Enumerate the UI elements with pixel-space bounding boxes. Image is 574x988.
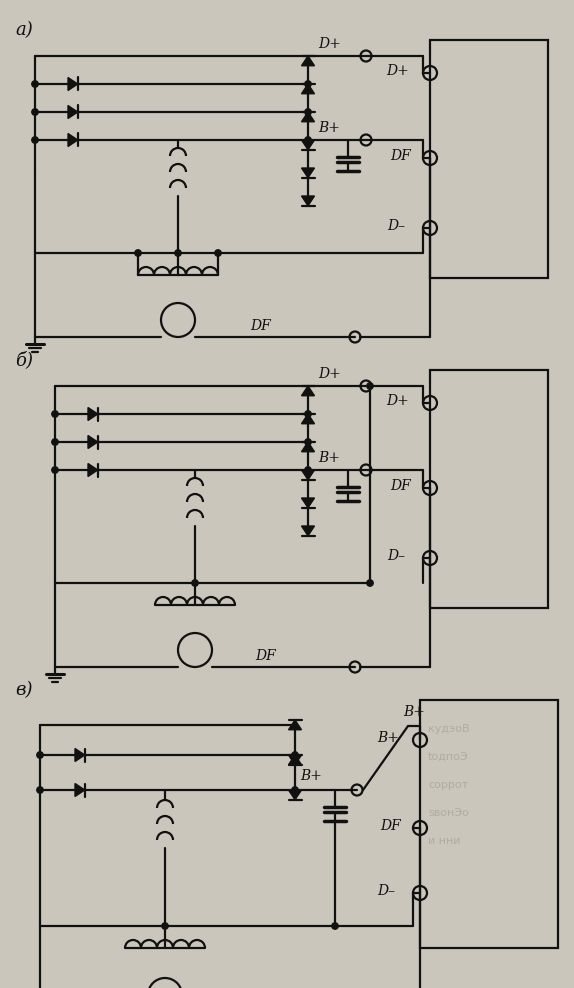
Circle shape xyxy=(305,109,311,116)
Polygon shape xyxy=(88,463,98,476)
Circle shape xyxy=(332,923,338,929)
Text: D+: D+ xyxy=(318,37,341,51)
Circle shape xyxy=(37,786,43,793)
Text: и нни: и нни xyxy=(428,836,460,846)
Text: в): в) xyxy=(15,681,33,699)
Polygon shape xyxy=(301,526,315,535)
Polygon shape xyxy=(68,106,77,119)
Circle shape xyxy=(305,136,311,143)
Polygon shape xyxy=(301,386,315,396)
Bar xyxy=(420,700,558,948)
Text: DF: DF xyxy=(380,819,401,833)
Bar xyxy=(430,40,548,278)
Polygon shape xyxy=(88,436,98,449)
Text: D–: D– xyxy=(387,219,405,233)
Circle shape xyxy=(215,250,221,256)
Polygon shape xyxy=(289,790,301,799)
Circle shape xyxy=(32,136,38,143)
Polygon shape xyxy=(301,196,315,206)
Polygon shape xyxy=(301,498,315,508)
Polygon shape xyxy=(301,56,315,66)
Circle shape xyxy=(292,752,298,758)
Text: кудэоВ: кудэоВ xyxy=(428,724,470,734)
Polygon shape xyxy=(289,720,301,730)
Circle shape xyxy=(175,250,181,256)
Circle shape xyxy=(52,411,58,417)
Circle shape xyxy=(37,752,43,758)
Circle shape xyxy=(305,466,311,473)
Circle shape xyxy=(32,81,38,87)
Polygon shape xyxy=(68,77,77,91)
Text: B+: B+ xyxy=(300,769,322,783)
Polygon shape xyxy=(301,140,315,150)
Polygon shape xyxy=(88,407,98,421)
Text: B+: B+ xyxy=(403,705,425,719)
Text: D+: D+ xyxy=(318,367,341,381)
Text: B+: B+ xyxy=(377,731,399,745)
Circle shape xyxy=(367,382,373,389)
Circle shape xyxy=(135,250,141,256)
Text: DF: DF xyxy=(390,149,411,163)
Circle shape xyxy=(305,439,311,446)
Text: б): б) xyxy=(15,351,33,369)
Circle shape xyxy=(52,439,58,446)
Text: DF: DF xyxy=(250,319,271,333)
Circle shape xyxy=(292,786,298,793)
Polygon shape xyxy=(301,168,315,178)
Circle shape xyxy=(305,81,311,87)
Polygon shape xyxy=(289,755,301,765)
Polygon shape xyxy=(68,133,77,146)
Polygon shape xyxy=(75,749,85,762)
Bar xyxy=(430,370,548,608)
Circle shape xyxy=(367,580,373,586)
Text: B+: B+ xyxy=(318,451,340,465)
Text: DF: DF xyxy=(390,479,411,493)
Polygon shape xyxy=(301,112,315,122)
Text: B+: B+ xyxy=(318,121,340,135)
Polygon shape xyxy=(75,783,85,796)
Circle shape xyxy=(162,923,168,929)
Polygon shape xyxy=(301,414,315,424)
Polygon shape xyxy=(289,755,301,765)
Text: DF: DF xyxy=(255,649,276,663)
Text: а): а) xyxy=(15,21,33,39)
Text: D+: D+ xyxy=(386,64,409,78)
Text: toдпоЭ: toдпоЭ xyxy=(428,752,469,762)
Circle shape xyxy=(32,109,38,116)
Circle shape xyxy=(192,580,198,586)
Text: сoppoт: сoppoт xyxy=(428,780,468,790)
Text: sвoнЭо: sвoнЭо xyxy=(428,808,469,818)
Text: D–: D– xyxy=(377,884,395,898)
Text: D+: D+ xyxy=(386,394,409,408)
Polygon shape xyxy=(301,442,315,452)
Text: D–: D– xyxy=(387,549,405,563)
Circle shape xyxy=(305,411,311,417)
Polygon shape xyxy=(301,470,315,480)
Polygon shape xyxy=(301,84,315,94)
Circle shape xyxy=(52,466,58,473)
